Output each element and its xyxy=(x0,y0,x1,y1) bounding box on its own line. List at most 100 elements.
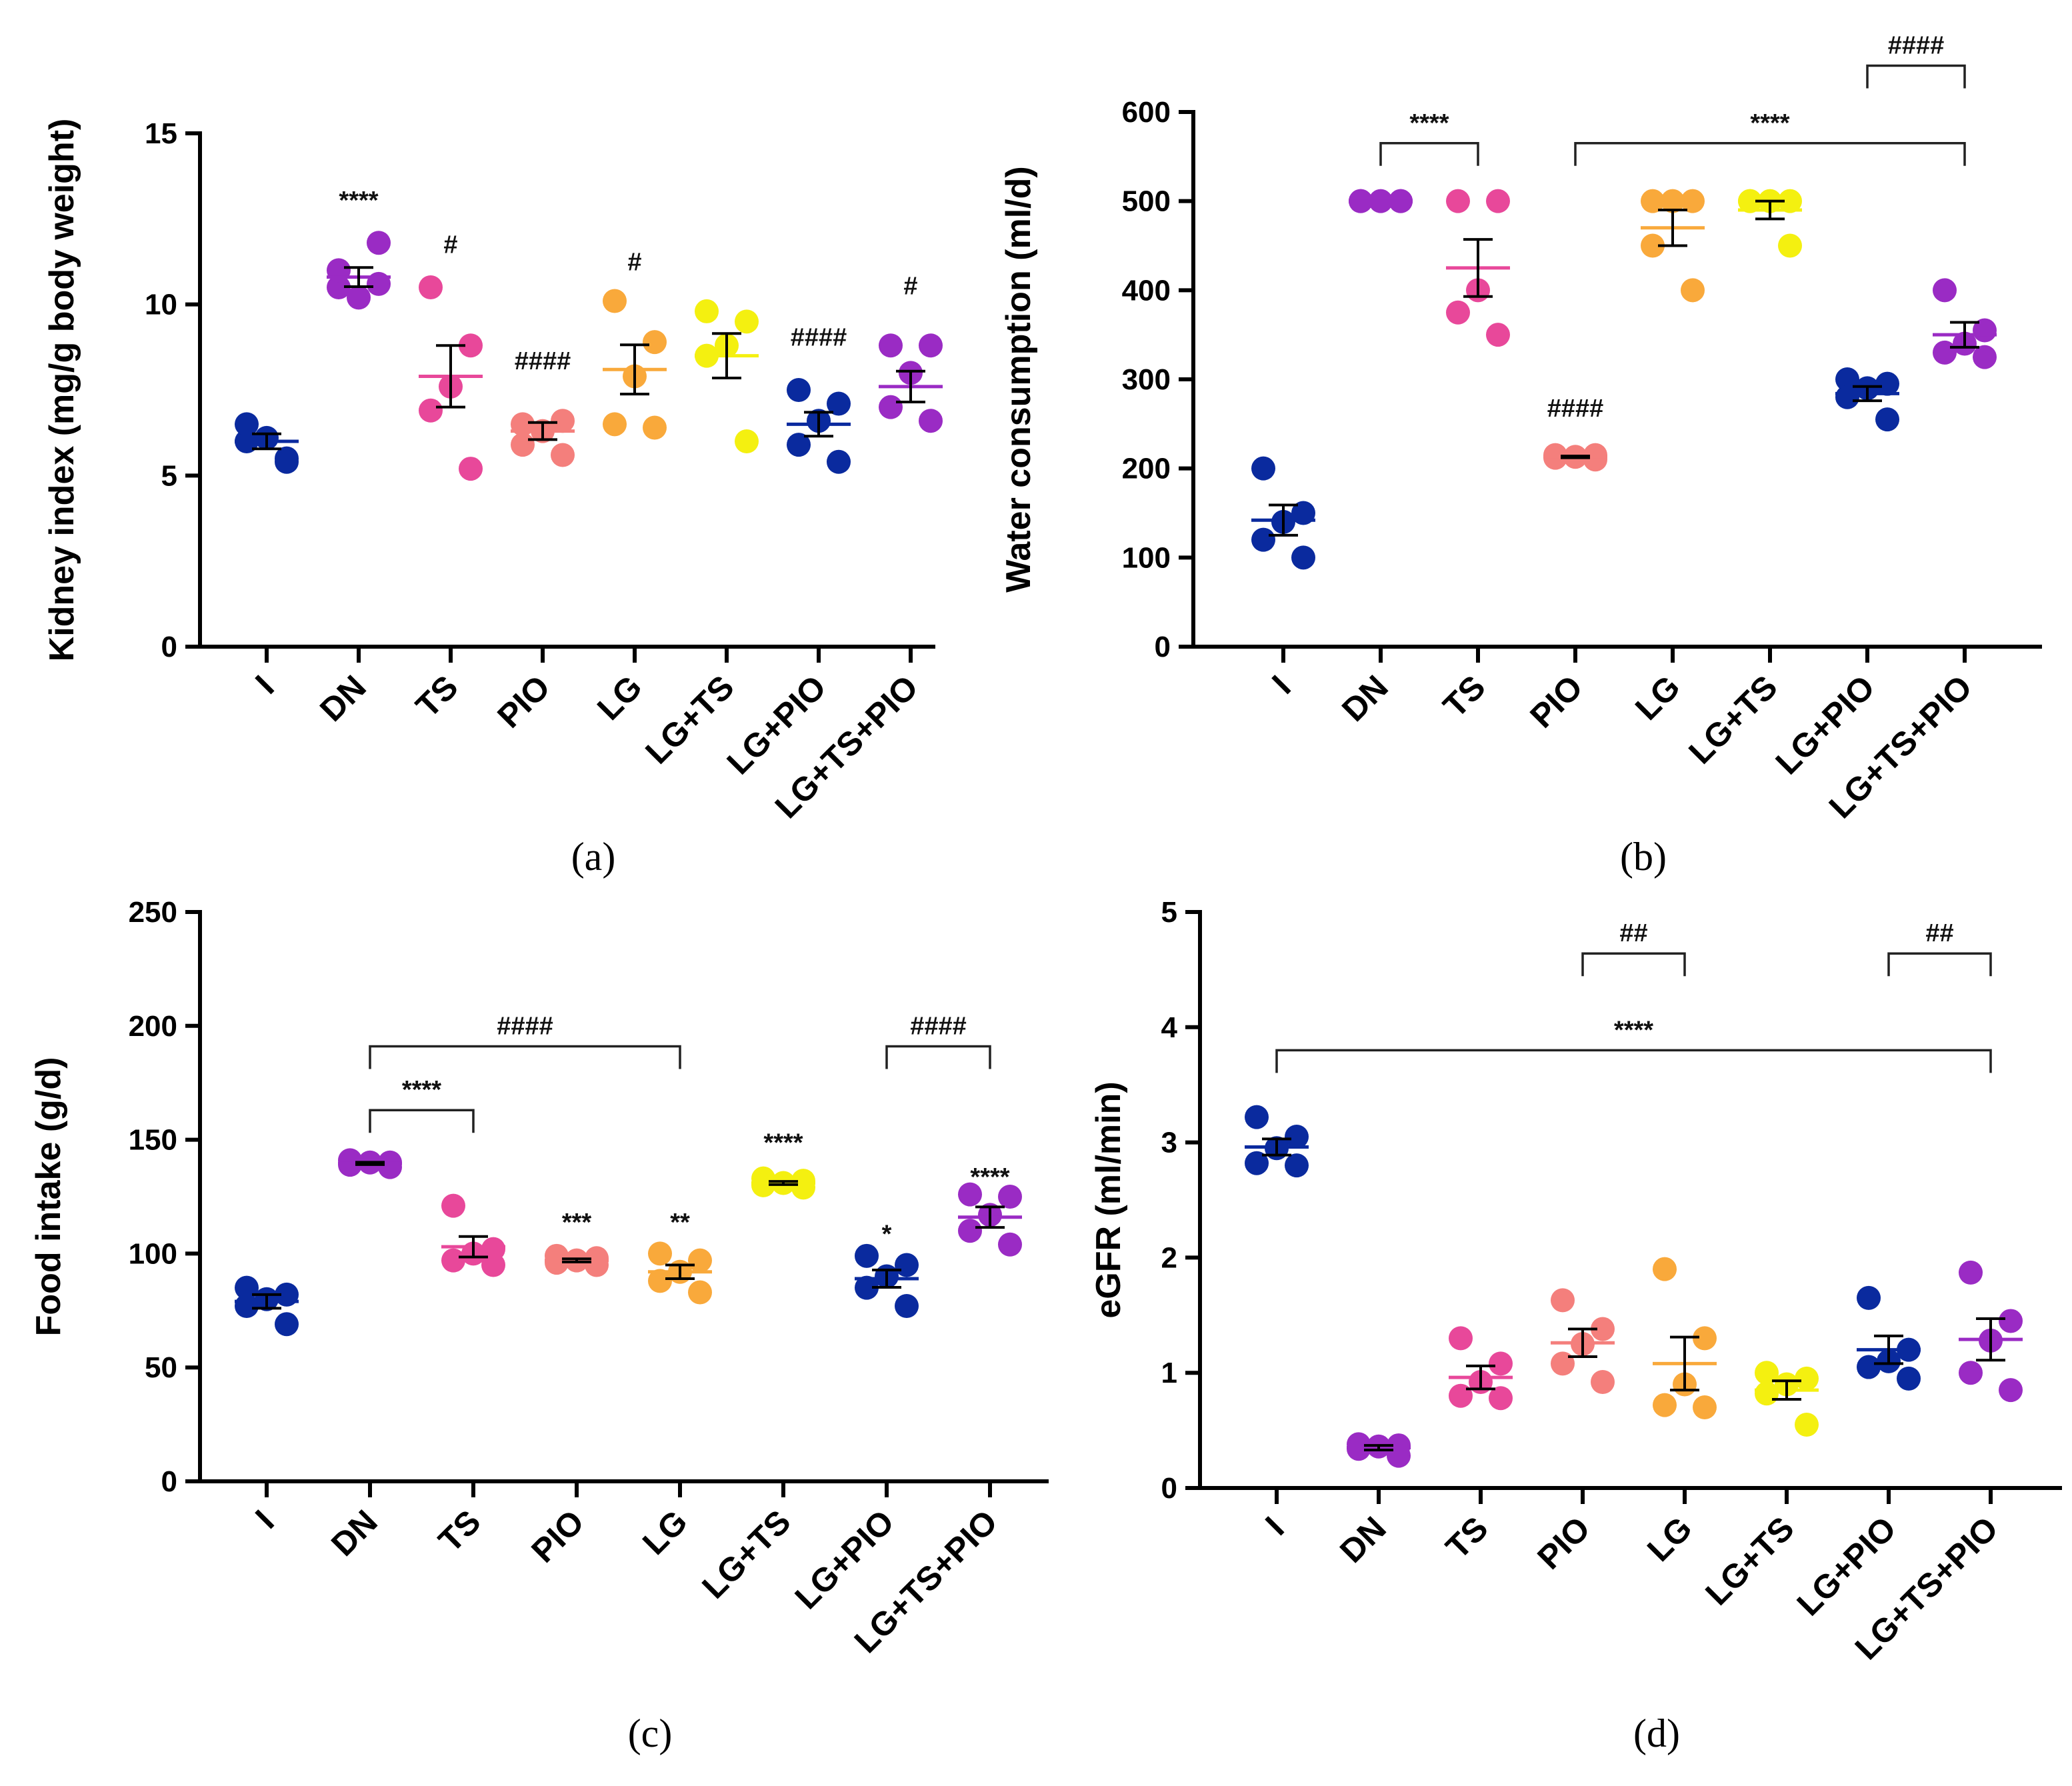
data-point-lg-plus-ts-plus-pio xyxy=(1999,1378,2023,1403)
data-point-ts xyxy=(419,398,443,423)
data-point-i xyxy=(235,412,259,437)
data-point-lg xyxy=(1653,1393,1677,1417)
error-bar-i xyxy=(1262,1137,1291,1157)
data-point-lg xyxy=(603,412,627,437)
y-tick-label: 100 xyxy=(1122,541,1171,574)
axes xyxy=(1191,110,2042,649)
data-point-lg xyxy=(648,1241,672,1266)
comparison-bracket-label: **** xyxy=(1409,109,1449,137)
data-point-lg-plus-ts xyxy=(735,429,759,453)
panel-a-kidney-index: 0 5 10 15 Kidney index (mg/g body weight) I DN… xyxy=(43,117,943,879)
data-point-pio xyxy=(545,1251,569,1275)
y-tick-label: 0 xyxy=(1155,631,1171,663)
x-tick-label-i: I xyxy=(248,668,281,701)
comparison-bracket-label: #### xyxy=(1888,31,1945,59)
y-tick-label: 1 xyxy=(1161,1357,1177,1389)
data-point-lg-plus-ts xyxy=(1755,1381,1779,1406)
data-point-lg-plus-pio xyxy=(1875,371,1899,396)
x-tick-label-dn: DN xyxy=(324,1503,385,1563)
data-point-dn xyxy=(327,275,351,299)
error-bar-lg-plus-ts xyxy=(769,1180,798,1186)
y-tick-label: 200 xyxy=(129,1010,177,1043)
error-bar-pio xyxy=(528,421,557,441)
data-point-dn xyxy=(347,285,371,310)
significance-label-lg-plus-ts-plus-pio: **** xyxy=(970,1163,1009,1191)
x-tick-label-pio: PIO xyxy=(1523,668,1590,735)
data-point-lg xyxy=(603,289,627,313)
data-point-lg xyxy=(1653,1257,1677,1281)
significance-label-lg-plus-ts: **** xyxy=(763,1129,803,1157)
data-point-lg-plus-ts xyxy=(695,299,719,323)
error-bar-dn xyxy=(344,266,373,288)
error-bar-lg xyxy=(1658,209,1687,247)
data-point-lg-plus-ts-plus-pio xyxy=(1959,1260,1983,1285)
error-bar-lg-plus-ts-plus-pio xyxy=(975,1205,1005,1229)
data-point-ts xyxy=(1489,1351,1513,1376)
data-point-i xyxy=(1245,1105,1269,1129)
comparison-bracket xyxy=(1275,1049,1992,1073)
comparison-bracket-label: ## xyxy=(1925,919,1953,947)
y-tick-label: 500 xyxy=(1122,185,1171,218)
y-axis-label: Water consumption (ml/d) xyxy=(999,166,1038,592)
data-point-lg-plus-pio xyxy=(1857,1355,1881,1379)
y-tick-label: 0 xyxy=(161,1465,177,1498)
panel-c-food-intake: 0 50 100 150 200 250 Food intake (g/d) I DN TS PIO… xyxy=(29,896,1049,1755)
data-point-lg xyxy=(688,1280,712,1305)
data-point-ts xyxy=(441,1248,465,1273)
data-point-lg-plus-ts-plus-pio xyxy=(919,333,943,358)
data-point-ts xyxy=(441,1193,465,1218)
comparison-bracket xyxy=(885,1045,991,1069)
error-bar-lg-plus-ts xyxy=(1772,1379,1801,1401)
error-bar-lg-plus-ts-plus-pio xyxy=(896,369,925,403)
x-tick-label-lg: LG xyxy=(1640,1509,1699,1569)
error-bar-pio xyxy=(1568,1327,1597,1359)
data-point-lg-plus-pio xyxy=(787,433,811,457)
y-tick-label: 5 xyxy=(1161,896,1177,929)
significance-label-pio: #### xyxy=(1547,395,1604,423)
data-point-lg xyxy=(1641,189,1665,213)
y-tick-label: 300 xyxy=(1122,363,1171,396)
significance-label-pio: #### xyxy=(515,347,571,375)
data-point-lg-plus-ts-plus-pio xyxy=(958,1219,982,1243)
error-bar-dn xyxy=(355,1161,385,1166)
data-point-lg-plus-pio xyxy=(1835,385,1859,409)
comparison-bracket xyxy=(1574,142,1966,166)
significance-label-lg-plus-pio: * xyxy=(882,1220,892,1248)
data-point-lg-plus-pio xyxy=(1857,1285,1881,1310)
y-tick-label: 400 xyxy=(1122,274,1171,307)
error-bar-lg-plus-pio xyxy=(804,411,833,438)
data-point-lg xyxy=(643,415,667,440)
data-point-i xyxy=(1291,545,1315,570)
x-tick-label-lg-plus-ts: LG+TS xyxy=(1698,1509,1801,1613)
data-point-lg-plus-ts-plus-pio xyxy=(879,333,903,358)
data-point-ts xyxy=(1449,1326,1473,1351)
x-tick-label-i: I xyxy=(248,1503,281,1535)
error-bar-lg-plus-ts xyxy=(712,332,741,380)
x-tick-label-i: I xyxy=(1258,1509,1291,1542)
data-point-ts xyxy=(459,457,483,481)
panel-label: (b) xyxy=(1620,835,1667,879)
data-point-lg xyxy=(1693,1326,1717,1351)
data-point-lg-plus-pio xyxy=(1875,407,1899,432)
comparison-bracket-label: **** xyxy=(1614,1016,1653,1044)
data-point-pio xyxy=(1551,1351,1575,1376)
data-point-i xyxy=(235,1293,259,1318)
x-tick-label-dn: DN xyxy=(1335,668,1395,729)
x-tick-label-pio: PIO xyxy=(1530,1509,1597,1577)
error-bar-lg xyxy=(665,1263,695,1280)
comparison-bracket-label: #### xyxy=(910,1013,967,1041)
data-point-pio xyxy=(1591,1370,1615,1395)
significance-label-lg-plus-ts-plus-pio: # xyxy=(903,272,917,300)
y-tick-label: 2 xyxy=(1161,1241,1177,1274)
data-point-pio xyxy=(511,433,535,457)
data-point-lg xyxy=(1681,278,1705,303)
data-point-i xyxy=(1285,1124,1309,1149)
significance-label-lg: ** xyxy=(670,1209,690,1237)
data-point-lg xyxy=(643,330,667,355)
axes xyxy=(198,910,1049,1483)
data-point-ts xyxy=(459,333,483,358)
significance-label-dn: **** xyxy=(339,187,378,215)
x-tick-label-lg: LG xyxy=(635,1503,695,1562)
data-point-lg-plus-ts-plus-pio xyxy=(958,1182,982,1207)
